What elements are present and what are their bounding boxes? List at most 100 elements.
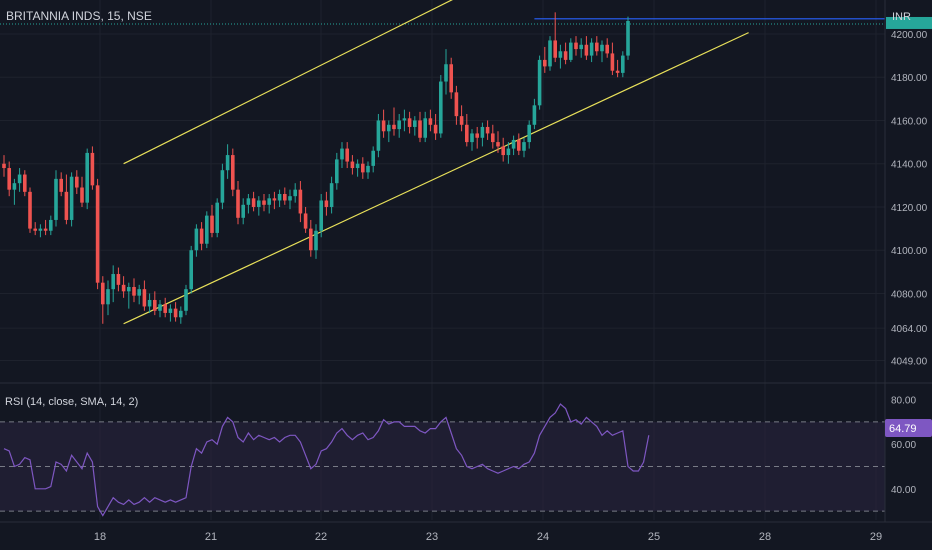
candle-body	[236, 189, 240, 218]
candle-body	[605, 44, 609, 54]
candle-body	[241, 204, 245, 218]
time-tick-label: 18	[94, 531, 106, 543]
price-tick-label: 4200.00	[891, 30, 928, 41]
candle-body	[90, 152, 95, 186]
candle-body	[553, 40, 557, 58]
candle-body	[12, 183, 17, 190]
candle-body	[418, 120, 422, 138]
candle-body	[621, 55, 625, 73]
candle-body	[288, 196, 292, 201]
currency-label: INR	[892, 11, 911, 23]
candle-body	[433, 124, 438, 134]
candle-body	[491, 133, 495, 143]
candle-body	[95, 185, 100, 283]
candle-body	[38, 228, 43, 231]
candle-body	[465, 124, 469, 143]
candle-body	[28, 191, 32, 229]
candle-body	[205, 215, 209, 244]
candle-body	[407, 118, 412, 127]
rsi-value-tag	[885, 419, 932, 437]
candle-body	[387, 124, 391, 132]
candle-body	[106, 289, 110, 305]
candle-body	[335, 159, 339, 184]
candle-body	[137, 289, 141, 296]
candle-body	[626, 20, 630, 56]
candle-body	[147, 299, 152, 307]
candle-body	[101, 282, 105, 305]
candle-body	[423, 118, 427, 138]
candle-body	[80, 187, 84, 203]
candle-body	[439, 81, 443, 134]
channel-lower-line	[123, 32, 749, 325]
channel-upper-line	[123, 0, 453, 165]
candle-body	[43, 228, 48, 231]
candle-body	[194, 228, 199, 251]
candle-body	[17, 174, 22, 184]
candle-body	[532, 105, 537, 125]
candle-body	[340, 148, 344, 160]
candle-body	[350, 161, 355, 169]
candle-body	[517, 139, 521, 151]
price-tick-label: 4100.00	[891, 246, 928, 257]
candle-body	[470, 133, 474, 143]
candle-body	[449, 64, 453, 93]
candle-body	[366, 165, 370, 173]
candle-body	[589, 42, 594, 56]
candle-body	[231, 155, 235, 190]
candle-body	[413, 120, 417, 127]
candle-body	[381, 120, 386, 132]
candle-body	[179, 310, 183, 318]
candle-body	[220, 170, 225, 203]
candle-body	[283, 194, 287, 201]
price-overlays	[0, 0, 885, 325]
candle-body	[543, 59, 547, 67]
candle-body	[215, 202, 219, 233]
candle-body	[184, 289, 188, 311]
candle-body	[225, 155, 230, 171]
candle-body	[257, 200, 261, 207]
candle-body	[501, 146, 505, 156]
candle-body	[548, 40, 552, 67]
candle-body	[402, 118, 407, 121]
candle-body	[142, 289, 147, 307]
candle-body	[527, 124, 531, 143]
candle-body	[298, 189, 303, 214]
candle-body	[454, 92, 459, 117]
candle-body	[480, 126, 485, 138]
candle-body	[600, 44, 604, 52]
candle-body	[506, 148, 511, 156]
candle-body	[485, 126, 490, 134]
candle-body	[303, 213, 308, 229]
candle-body	[293, 189, 297, 197]
candle-body	[23, 174, 27, 192]
candle-body	[428, 118, 433, 125]
candle-body	[277, 194, 282, 201]
rsi-line	[3, 403, 650, 517]
candle-body	[610, 53, 615, 71]
price-tick-label: 4160.00	[891, 116, 928, 127]
candle-body	[199, 228, 204, 244]
time-tick-label: 21	[205, 531, 217, 543]
price-tick-label: 4080.00	[891, 289, 928, 300]
candle-body	[574, 42, 578, 50]
candle-body	[64, 191, 69, 220]
candle-body	[85, 152, 89, 203]
time-tick-label: 23	[426, 531, 438, 543]
rsi-tick-label: 60.00	[891, 440, 916, 451]
candle-body	[75, 176, 79, 188]
candle-body	[314, 230, 318, 251]
price-tick-label: 4064.00	[891, 324, 928, 335]
candle-body	[69, 176, 74, 220]
candle-body	[168, 308, 173, 313]
price-tick-label: 4049.00	[891, 357, 928, 368]
rsi-title: RSI (14, close, SMA, 14, 2)	[5, 396, 138, 408]
price-tick-label: 4180.00	[891, 73, 928, 84]
rsi-tick-label: 40.00	[891, 485, 916, 496]
candle-body	[309, 228, 313, 251]
candle-body	[267, 198, 271, 205]
rsi-value: 64.79	[889, 423, 917, 435]
candle-body	[189, 250, 193, 290]
time-tick-label: 24	[537, 531, 549, 543]
candle-body	[116, 274, 121, 285]
